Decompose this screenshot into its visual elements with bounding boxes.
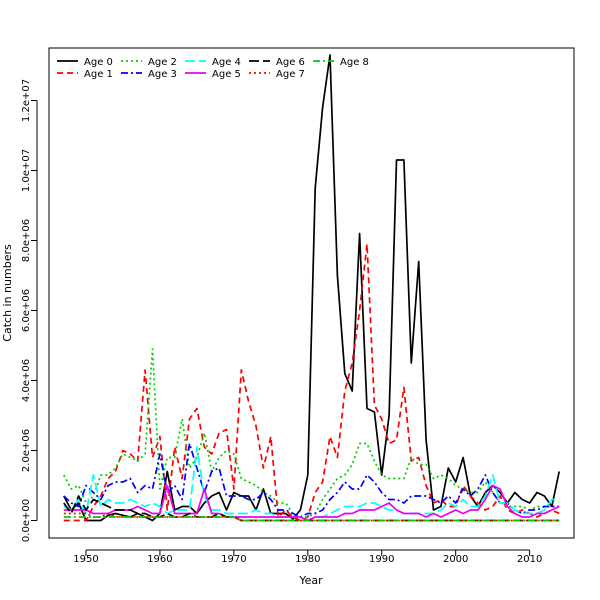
y-tick-label: 8.0e+06 xyxy=(21,219,32,262)
y-tick-label: 6.0e+06 xyxy=(21,289,32,332)
legend-label: Age 7 xyxy=(276,69,305,80)
x-tick-label: 2000 xyxy=(443,554,468,565)
y-tick-label: 2.0e+06 xyxy=(21,429,32,472)
series-layer xyxy=(63,54,561,522)
y-tick-label: 1.0e+07 xyxy=(21,149,32,192)
x-tick-label: 1980 xyxy=(295,554,320,565)
legend-label: Age 6 xyxy=(276,57,305,68)
plot-frame xyxy=(48,47,575,539)
series-line-age-2 xyxy=(63,348,560,518)
x-tick-label: 1990 xyxy=(369,554,394,565)
series-line-age-3 xyxy=(63,442,560,518)
legend-label: Age 0 xyxy=(84,57,113,68)
x-tick-label: 1960 xyxy=(147,554,172,565)
x-tick-label: 2010 xyxy=(517,554,542,565)
x-tick-label: 1950 xyxy=(73,554,98,565)
x-tick-label: 1970 xyxy=(221,554,246,565)
series-line-age-5 xyxy=(63,484,560,522)
y-tick-label: 1.2e+07 xyxy=(21,79,32,122)
y-axis: 0.0e+00 2.0e+06 4.0e+06 6.0e+06 8.0e+06 1.0e+… xyxy=(21,79,38,542)
series-line-age-0 xyxy=(63,54,561,522)
legend-label: Age 5 xyxy=(212,69,241,80)
y-tick-label: 0.0e+00 xyxy=(21,499,32,542)
x-axis-label: Year xyxy=(298,574,323,587)
legend-label: Age 4 xyxy=(212,57,241,68)
y-axis-label: Catch in numbers xyxy=(1,244,14,342)
y-tick-label: 4.0e+06 xyxy=(21,359,32,402)
legend-label: Age 1 xyxy=(84,69,113,80)
legend-label: Age 8 xyxy=(340,57,369,68)
series-line-age-1 xyxy=(63,243,560,522)
legend-label: Age 3 xyxy=(148,69,177,80)
series-line-age-7 xyxy=(63,512,560,522)
x-axis: 1950 1960 1970 1980 1990 2000 2010 xyxy=(73,549,542,565)
legend-label: Age 2 xyxy=(148,57,177,68)
